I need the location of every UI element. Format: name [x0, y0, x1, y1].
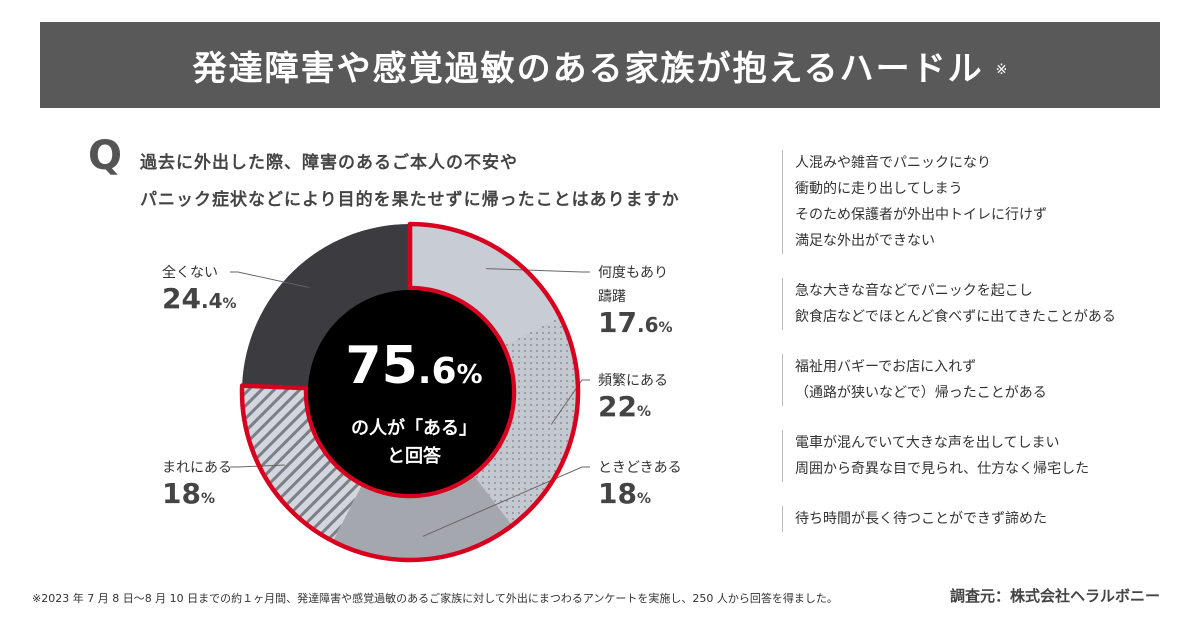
side-note-line: 満足な外出ができない: [795, 233, 935, 249]
slice-value-none-int: 24: [162, 282, 201, 315]
side-note-line: （通路が狭いなどで）帰ったことがある: [795, 385, 1047, 401]
side-note-line: 周囲から奇異な目で見られ、仕方なく帰宅した: [795, 461, 1090, 477]
source-credit: 調査元：株式会社ヘラルボニー: [949, 587, 1160, 605]
slice-label-often-hesitate-2: 躊躇: [598, 289, 626, 305]
slice-value-rarely-pct: %: [200, 491, 215, 507]
side-note-line: 待ち時間が長く待つことができず諦めた: [795, 511, 1047, 527]
side-note-line: 急な大きな音などでパニックを起こし: [795, 283, 1033, 299]
leader-line-none: [230, 271, 310, 289]
slice-label-frequent: 頻繁にある: [598, 373, 668, 389]
side-note: 福祉用バギーでお店に入れず （通路が狭いなどで）帰ったことがある: [782, 354, 1162, 406]
center-percent: 75.6%: [314, 340, 514, 392]
title-bar: 発達障害や感覚過敏のある家族が抱えるハードル ※: [40, 22, 1160, 108]
slice-value-frequent-int: 22: [598, 390, 637, 423]
slice-value-often-hesitate-int: 17: [598, 306, 637, 339]
side-note-line: そのため保護者が外出中トイレに行けず: [795, 207, 1047, 223]
question-mark: Q: [88, 133, 123, 179]
leader-line-rarely: [230, 464, 285, 468]
side-note-line: 電車が混んでいて大きな声を出してしまい: [795, 435, 1060, 451]
slice-label-sometimes: ときどきある: [598, 460, 682, 476]
side-notes: 人混みや雑音でパニックになり 衝動的に走り出してしまう そのため保護者が外出中ト…: [782, 150, 1162, 556]
slice-label-none: 全くない: [162, 265, 218, 281]
center-caption-2: と回答: [387, 446, 441, 467]
slice-value-frequent-pct: %: [636, 404, 651, 420]
slice-value-sometimes: 18%: [598, 477, 651, 510]
slice-value-sometimes-pct: %: [636, 491, 651, 507]
slice-value-none-pct: %: [222, 296, 237, 312]
slice-value-none-dec: .4: [200, 289, 223, 313]
slice-value-rarely: 18%: [162, 477, 215, 510]
side-note-line: 飲食店などでほとんど食べずに出てきたことがある: [795, 309, 1116, 325]
leader-line-often-hesitate: [486, 268, 590, 273]
slice-label-rarely: まれにある: [162, 460, 232, 476]
side-note-line: 福祉用バギーでお店に入れず: [795, 359, 977, 375]
page-title: 発達障害や感覚過敏のある家族が抱えるハードル: [192, 48, 984, 89]
slice-value-rarely-int: 18: [162, 477, 201, 510]
slice-value-often-hesitate: 17.6%: [598, 306, 673, 339]
title-note: ※: [995, 62, 1008, 78]
side-note-line: 衝動的に走り出してしまう: [795, 181, 963, 197]
center-percent-dec: .6: [417, 351, 457, 392]
slice-value-frequent: 22%: [598, 390, 651, 423]
slice-value-often-hesitate-pct: %: [658, 320, 673, 336]
center-percent-int: 75: [345, 336, 418, 396]
question-line-2: パニック症状などにより目的を果たせずに帰ったことはありますか: [140, 190, 680, 210]
side-note: 電車が混んでいて大きな声を出してしまい 周囲から奇異な目で見られ、仕方なく帰宅し…: [782, 430, 1162, 482]
slice-label-often-hesitate-1: 何度もあり: [598, 265, 668, 281]
center-percent-sign: %: [456, 360, 483, 390]
leader-line-sometimes: [422, 466, 590, 537]
highlight-outline: [239, 221, 581, 563]
side-note: 人混みや雑音でパニックになり 衝動的に走り出してしまう そのため保護者が外出中ト…: [782, 150, 1162, 254]
center-caption-1: の人が「ある」: [351, 418, 477, 439]
leader-line-frequent: [550, 379, 590, 425]
footnote: ※2023 年 7 月 8 日～8 月 10 日までの約１ヶ月間、発達障害や感覚…: [32, 592, 838, 605]
slice-value-often-hesitate-dec: .6: [636, 313, 659, 337]
slice-value-none: 24.4%: [162, 282, 237, 315]
side-note: 急な大きな音などでパニックを起こし 飲食店などでほとんど食べずに出てきたことがあ…: [782, 278, 1162, 330]
slice-value-sometimes-int: 18: [598, 477, 637, 510]
question-line-1: 過去に外出した際、障害のあるご本人の不安や: [140, 153, 518, 173]
center-circle: [308, 290, 512, 494]
side-note-line: 人混みや雑音でパニックになり: [795, 155, 991, 171]
side-note: 待ち時間が長く待つことができず諦めた: [782, 506, 1162, 532]
